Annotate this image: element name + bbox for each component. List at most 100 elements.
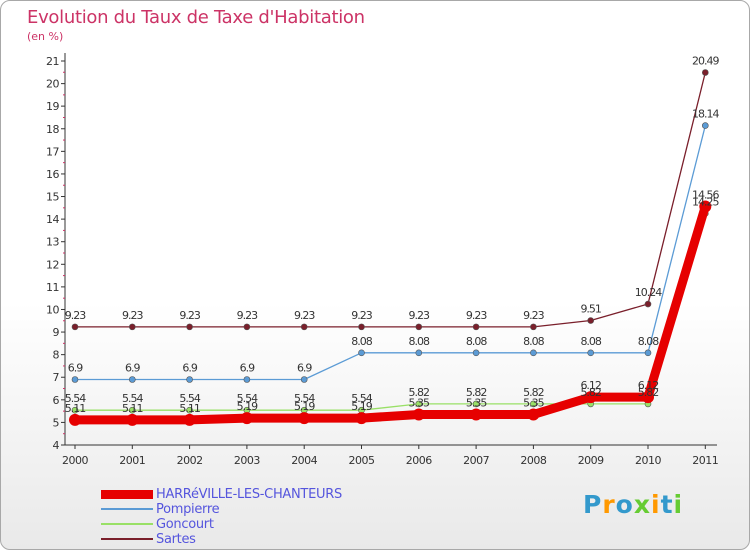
data-label: 8.08 xyxy=(523,335,544,348)
data-label: 5.54 xyxy=(122,392,143,405)
legend-label: Sartes xyxy=(156,532,196,547)
x-tick-label: 2009 xyxy=(578,454,604,467)
data-point xyxy=(530,323,537,331)
data-label: 9.23 xyxy=(409,309,430,322)
y-tick-label: 17 xyxy=(46,145,59,158)
data-label: 9.23 xyxy=(466,309,487,322)
y-tick-label: 8 xyxy=(53,349,60,362)
proxiti-logo: Proxiti xyxy=(583,490,683,519)
data-label: 6.9 xyxy=(297,361,312,374)
y-tick-label: 14 xyxy=(46,213,59,226)
y-tick-label: 10 xyxy=(46,303,59,316)
x-tick-label: 2010 xyxy=(635,454,661,467)
data-label: 6.9 xyxy=(240,361,255,374)
data-label: 5.54 xyxy=(179,392,200,405)
x-tick-label: 2002 xyxy=(177,454,203,467)
legend-label: HARRéVILLE-LES-CHANTEURS xyxy=(156,487,342,502)
y-tick-label: 18 xyxy=(46,123,59,136)
data-label: 5.82 xyxy=(523,386,544,399)
data-point xyxy=(701,69,709,76)
y-tick-label: 13 xyxy=(46,236,59,249)
data-label: 5.82 xyxy=(466,386,487,399)
data-point xyxy=(642,391,654,404)
data-point xyxy=(355,412,368,425)
data-label: 20.49 xyxy=(692,55,719,68)
data-point xyxy=(472,323,480,331)
y-tick-label: 7 xyxy=(53,371,60,384)
logo-letter: i xyxy=(673,490,684,519)
logo-letter: P xyxy=(583,490,603,519)
data-label: 5.54 xyxy=(237,392,258,405)
data-point xyxy=(71,406,79,414)
data-point xyxy=(530,400,537,408)
data-point xyxy=(701,122,709,129)
data-label: 9.23 xyxy=(65,309,86,322)
data-point xyxy=(243,323,251,331)
x-tick-label: 2000 xyxy=(62,454,88,467)
data-label: 5.11 xyxy=(65,402,86,415)
data-labels-layer: 9.23 9.23 9.23 9.23 9.23 9.23 9.23 9.23 9.23 9.51… xyxy=(65,55,721,415)
data-point xyxy=(129,323,136,331)
data-label: 6.9 xyxy=(182,361,197,374)
data-point xyxy=(186,406,193,414)
data-label: 5.54 xyxy=(351,392,372,405)
x-tick-label: 2011 xyxy=(692,454,718,467)
data-label: 5.54 xyxy=(65,392,86,405)
data-point xyxy=(699,200,712,213)
data-point xyxy=(358,323,365,331)
data-point xyxy=(69,413,81,426)
data-point xyxy=(71,376,79,383)
y-tick-label: 5 xyxy=(53,416,60,429)
legend-swatch xyxy=(101,489,153,499)
data-label: 5.82 xyxy=(638,386,659,399)
y-tick-label: 11 xyxy=(46,281,59,294)
logo-letter: i xyxy=(651,490,661,519)
data-label: 8.08 xyxy=(580,335,601,348)
data-point xyxy=(243,376,251,383)
y-tick-label: 6 xyxy=(53,394,60,407)
data-point xyxy=(240,412,253,425)
data-point xyxy=(186,323,193,331)
data-label: 9.23 xyxy=(523,309,544,322)
series-layer xyxy=(69,69,712,426)
data-label: 5.19 xyxy=(351,400,372,413)
series-line xyxy=(74,71,706,328)
data-point xyxy=(530,349,537,357)
logo-letter: t xyxy=(660,490,674,519)
data-point xyxy=(415,349,423,357)
y-tick-label: 16 xyxy=(46,168,59,181)
data-point xyxy=(183,413,196,426)
y-tick-label: 20 xyxy=(46,78,59,91)
data-label: 8.08 xyxy=(638,335,659,348)
data-label: 9.23 xyxy=(179,309,200,322)
data-label: 6.12 xyxy=(580,379,601,392)
data-label: 5.35 xyxy=(466,397,487,410)
y-tick-label: 12 xyxy=(46,258,59,271)
data-point xyxy=(472,349,480,357)
x-tick-label: 2005 xyxy=(349,454,375,467)
data-label: 18.14 xyxy=(692,108,719,121)
logo-letter: x xyxy=(633,490,651,519)
series-line xyxy=(74,124,706,381)
data-label: 5.35 xyxy=(523,397,544,410)
data-point xyxy=(415,400,423,408)
legend-swatch xyxy=(101,523,153,525)
x-tick-label: 2008 xyxy=(520,454,546,467)
data-point xyxy=(644,349,652,357)
data-point xyxy=(644,300,652,308)
y-tick-label: 21 xyxy=(46,55,59,68)
data-label: 6.12 xyxy=(638,379,659,392)
data-label: 5.35 xyxy=(409,397,430,410)
data-point xyxy=(415,323,423,331)
data-point xyxy=(527,408,540,421)
data-point xyxy=(358,349,365,357)
y-tick-label: 19 xyxy=(46,100,59,113)
data-label: 5.82 xyxy=(580,386,601,399)
data-label: 5.54 xyxy=(294,392,315,405)
data-label: 5.19 xyxy=(237,400,258,413)
y-tick-label: 9 xyxy=(53,326,60,339)
data-label: 9.23 xyxy=(294,309,315,322)
x-tick-label: 2006 xyxy=(406,454,432,467)
